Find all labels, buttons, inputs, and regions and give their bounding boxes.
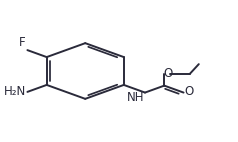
Text: O: O (185, 85, 194, 98)
Text: H₂N: H₂N (3, 85, 26, 98)
Text: F: F (19, 36, 26, 49)
Text: O: O (164, 67, 173, 80)
Text: NH: NH (127, 91, 144, 104)
